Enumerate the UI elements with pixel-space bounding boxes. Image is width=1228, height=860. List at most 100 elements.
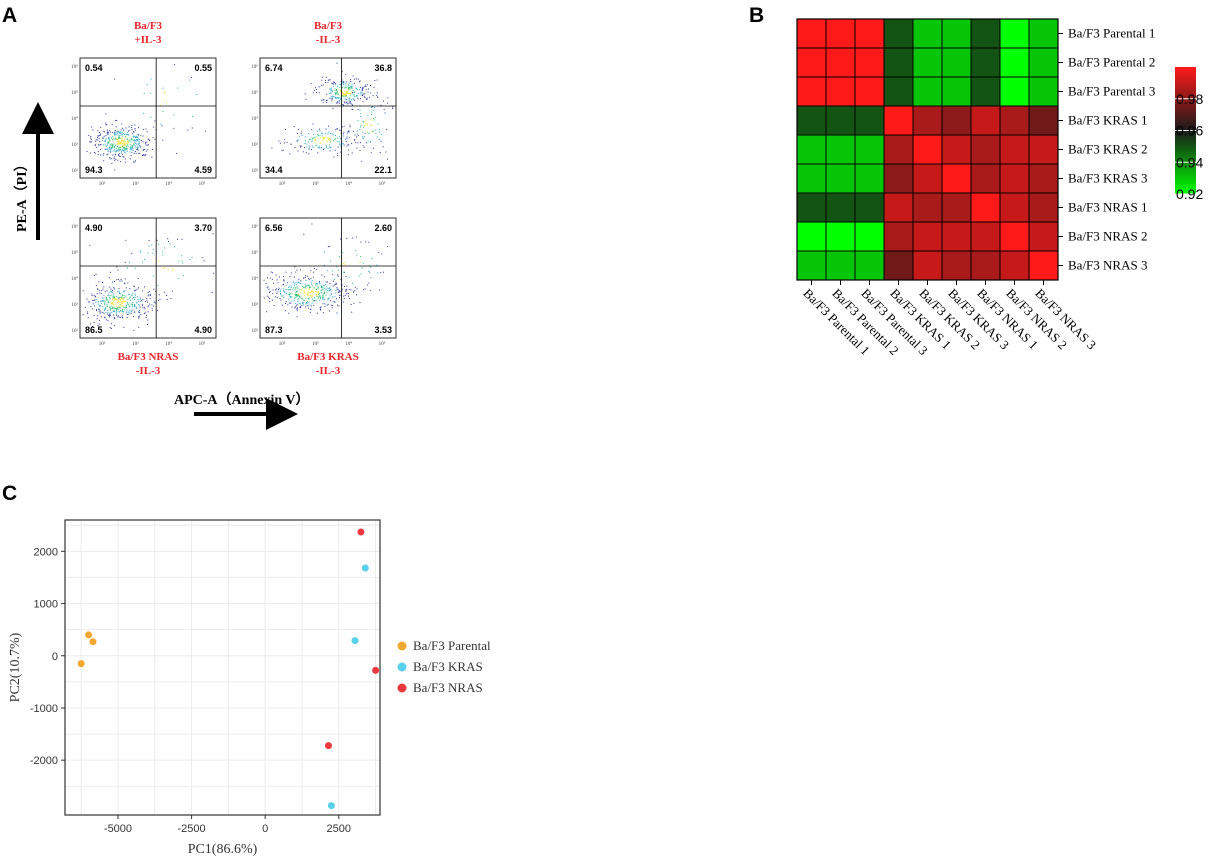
heatmap-cell [825, 221, 856, 252]
heatmap-cell [796, 221, 827, 252]
pca-plot-area [65, 520, 380, 815]
heatmap-cell [883, 47, 914, 78]
heatmap-cell [941, 76, 972, 107]
scatter-point [372, 666, 380, 674]
heatmap-cell [941, 18, 972, 49]
flow-plot-frame [79, 217, 217, 339]
panel-letter-b: B [749, 4, 764, 27]
heatmap-cell [883, 105, 914, 136]
x-tick-label: -5000 [104, 823, 132, 835]
quadrant-lower-left-value: 34.4 [265, 165, 283, 175]
heatmap-cell [941, 47, 972, 78]
flow-plot-frame [259, 217, 397, 339]
heatmap-cell [912, 134, 943, 165]
flow-y-tick: 10³ [252, 302, 259, 308]
scatter-point [357, 528, 365, 536]
flow-y-axis-label: PE-A（PI） [14, 157, 30, 232]
flow-plot-title: Ba/F3 KRAS [297, 351, 358, 363]
legend-label: Ba/F3 NRAS [413, 680, 483, 695]
heatmap-cell [941, 105, 972, 136]
heatmap-cell [883, 192, 914, 223]
y-tick-label: -1000 [30, 703, 58, 715]
flow-x-tick: 10⁵ [199, 341, 206, 347]
heatmap-cell [912, 163, 943, 194]
heatmap-cell [1028, 250, 1059, 281]
x-tick-label: 2500 [327, 823, 351, 835]
heatmap-row-label: Ba/F3 NRAS 3 [1068, 258, 1147, 273]
panel-letter-a: A [2, 4, 17, 27]
flow-plot-frame [259, 57, 397, 179]
panel-letter-c: C [2, 482, 17, 505]
heatmap-cell [1028, 221, 1059, 252]
heatmap-cell [796, 163, 827, 194]
heatmap-cell [1028, 76, 1059, 107]
heatmap-cell [825, 192, 856, 223]
heatmap-cell [970, 18, 1001, 49]
heatmap-cell [883, 134, 914, 165]
flow-y-tick: 10⁴ [71, 276, 78, 282]
heatmap-cell [883, 163, 914, 194]
heatmap-cell [941, 221, 972, 252]
flow-x-tick: 10⁴ [165, 181, 172, 187]
flow-x-tick: 10² [99, 181, 106, 187]
flow-cytometry-panel: 0.54 0.55 94.3 4.59 10⁶ 10⁵ 10⁴ 10³ 10² 10² 10³ 10⁴… [71, 20, 397, 377]
legend-label: Ba/F3 KRAS [413, 659, 483, 674]
heatmap-cell [912, 76, 943, 107]
quadrant-upper-right-value: 3.70 [194, 223, 212, 233]
flow-plot-condition: +IL-3 [134, 34, 162, 46]
y-tick-label: 2000 [34, 546, 58, 558]
heatmap-cell [912, 250, 943, 281]
heatmap-cell [941, 250, 972, 281]
heatmap-cell [883, 18, 914, 49]
heatmap-cell [999, 192, 1030, 223]
flow-y-tick: 10² [252, 168, 259, 174]
flow-y-tick: 10⁵ [251, 90, 258, 96]
quadrant-upper-left-value: 6.74 [265, 63, 283, 73]
legend-label: Ba/F3 Parental [413, 638, 491, 653]
heatmap-cell [854, 163, 885, 194]
heatmap-cell [883, 250, 914, 281]
flow-y-tick: 10⁶ [71, 64, 78, 70]
flow-x-tick: 10⁴ [165, 341, 172, 347]
flow-x-tick: 10² [279, 341, 286, 347]
quadrant-upper-right-value: 2.60 [374, 223, 392, 233]
colorbar-tick-label: 0.96 [1176, 123, 1203, 139]
legend-marker [397, 662, 407, 672]
heatmap-row-label: Ba/F3 NRAS 2 [1068, 229, 1147, 244]
scatter-point [361, 564, 369, 572]
heatmap-cell [970, 163, 1001, 194]
flow-y-tick: 10² [252, 328, 259, 334]
heatmap-cell [999, 163, 1030, 194]
flow-dots [82, 233, 215, 331]
heatmap-cell [854, 47, 885, 78]
flow-x-tick: 10³ [312, 341, 319, 347]
heatmap-cell [825, 47, 856, 78]
heatmap-cell [1028, 134, 1059, 165]
flow-plot-condition: -IL-3 [316, 365, 341, 377]
flow-plot: 4.90 3.70 86.5 4.90 10⁶ 10⁵ 10⁴ 10³ 10² 10² 10³ 10⁴… [71, 217, 217, 377]
heatmap-cell [825, 163, 856, 194]
flow-y-tick: 10⁶ [71, 224, 78, 230]
scatter-point [327, 802, 335, 810]
heatmap-cell [825, 76, 856, 107]
heatmap-cell [854, 134, 885, 165]
quadrant-lower-left-value: 94.3 [85, 165, 103, 175]
heatmap-cell [825, 18, 856, 49]
quadrant-lower-right-value: 4.90 [194, 325, 212, 335]
pca-legend: Ba/F3 Parental Ba/F3 KRAS Ba/F3 NRAS [397, 638, 491, 695]
flow-x-tick: 10⁴ [345, 181, 352, 187]
heatmap-cell [854, 105, 885, 136]
heatmap-cell [999, 221, 1030, 252]
heatmap-cell [883, 221, 914, 252]
flow-y-tick: 10⁴ [251, 276, 258, 282]
heatmap-cell [999, 76, 1030, 107]
heatmap-cell [999, 47, 1030, 78]
heatmap-cell [912, 18, 943, 49]
flow-plot-title: Ba/F3 [134, 20, 163, 32]
y-tick-label: -2000 [30, 755, 58, 767]
heatmap-row-label: Ba/F3 Parental 1 [1068, 26, 1155, 41]
legend-marker [397, 683, 407, 693]
flow-y-tick: 10⁵ [251, 250, 258, 256]
x-tick-label: -2500 [178, 823, 206, 835]
flow-plot: 6.74 36.8 34.4 22.1 10⁶ 10⁵ 10⁴ 10³ 10² 10² 10³ 10⁴… [251, 20, 397, 187]
